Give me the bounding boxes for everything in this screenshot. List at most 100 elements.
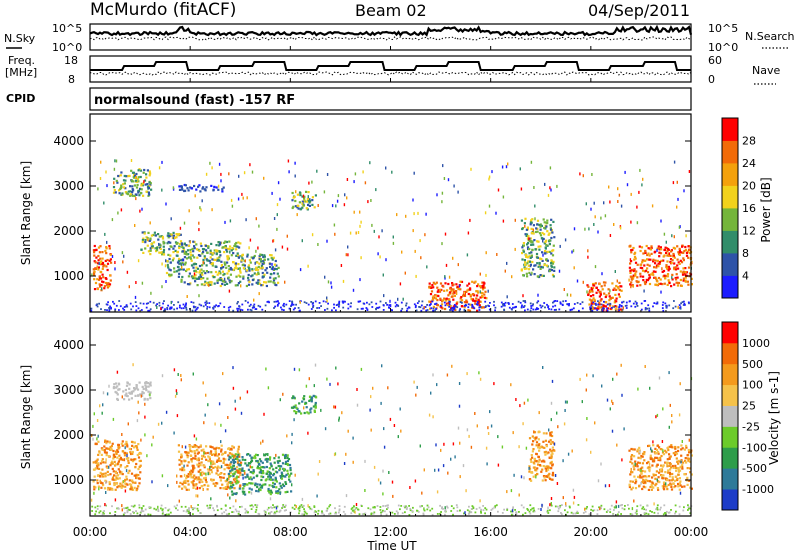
echo-cell [232,483,235,486]
echo-cell [389,511,391,513]
echo-cell [636,221,639,225]
echo-cell [313,505,316,508]
echo-cell [200,271,203,275]
echo-cell [141,231,144,234]
echo-cell [168,235,171,238]
echo-cell [285,473,288,476]
echo-cell [541,259,544,262]
echo-cell [164,308,166,311]
echo-cell [523,222,526,225]
echo-cell [155,247,158,250]
echo-cell [115,452,118,455]
echo-cell [611,296,614,299]
echo-cell [121,440,124,443]
echo-cell [194,277,197,280]
echo-cell [690,454,693,457]
echo-cell [425,309,428,312]
echo-cell [545,469,548,473]
echo-cell [602,281,606,284]
echo-cell [230,447,233,450]
echo-cell [528,465,531,468]
echo-cell [331,204,334,208]
echo-cell [386,303,388,306]
echo-cell [143,168,146,172]
echo-cell [544,250,547,253]
echo-cell [101,287,103,291]
echo-cell [547,465,550,468]
echo-cell [690,473,693,476]
echo-cell [680,460,682,464]
echo-cell [687,245,690,248]
echo-cell [639,249,642,253]
echo-cell [218,447,221,450]
echo-cell [656,413,659,417]
echo-cell [610,296,613,299]
echo-cell [255,249,257,253]
echo-cell [109,487,112,490]
echo-cell [304,200,307,203]
echo-cell [631,462,634,465]
echo-cell [114,308,117,311]
echo-cell [239,280,242,283]
echo-cell [547,506,549,510]
echo-cell [452,513,454,516]
colorbar-segment [722,118,738,141]
echo-cell [633,455,636,458]
echo-cell [282,504,285,506]
echo-cell [254,484,257,487]
echo-cell [479,300,482,303]
echo-cell [260,460,263,463]
echo-cell [644,486,647,489]
echo-cell [618,295,621,298]
echo-cell [226,257,229,260]
echo-cell [639,474,642,477]
echo-cell [121,395,123,399]
echo-cell [229,470,232,473]
echo-cell [518,445,520,449]
echo-cell [268,512,270,515]
echo-cell [385,302,387,304]
echo-cell [515,512,518,514]
echo-cell [634,460,637,463]
echo-cell [545,221,548,224]
echo-cell [570,511,573,514]
echo-cell [475,297,478,300]
echo-cell [271,267,274,271]
echo-cell [220,465,223,469]
echo-cell [270,506,272,509]
echo-cell [173,368,176,372]
echo-cell [557,507,560,510]
echo-cell [641,507,644,510]
echo-cell [615,300,618,303]
echo-cell [669,260,672,264]
echo-cell [338,418,340,422]
echo-cell [634,462,636,466]
echo-cell [132,189,135,192]
echo-cell [590,450,592,454]
echo-cell [678,251,681,254]
echo-cell [98,283,101,286]
echo-cell [284,481,287,484]
echo-cell [196,463,199,466]
echo-cell [262,439,264,443]
colorbar-segment [722,468,738,490]
echo-cell [94,261,97,264]
echo-cell [657,262,660,265]
echo-cell [106,470,109,473]
echo-cell [198,221,200,225]
echo-cell [136,475,138,479]
echo-cell [522,244,525,247]
echo-cell [128,469,131,472]
echo-cell [202,270,205,273]
echo-cell [244,259,246,263]
echo-cell [224,458,227,461]
echo-cell [504,269,506,273]
echo-cell [292,406,295,409]
echo-cell [311,180,313,184]
echo-cell [293,195,296,199]
echo-cell [193,466,196,470]
echo-cell [598,303,601,306]
echo-cell [586,506,588,508]
echo-cell [623,508,626,511]
echo-cell [204,479,207,482]
